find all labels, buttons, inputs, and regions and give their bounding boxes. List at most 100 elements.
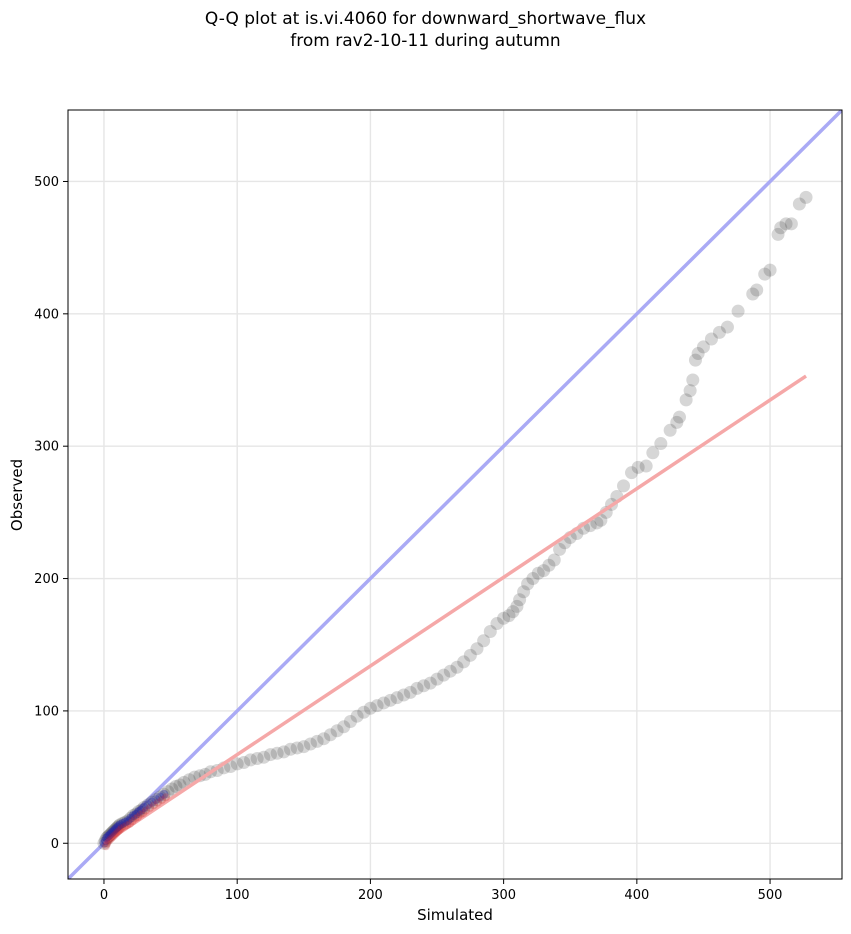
x-tick-label: 100 bbox=[225, 888, 250, 903]
data-point bbox=[731, 304, 745, 318]
data-point bbox=[513, 593, 527, 607]
data-point bbox=[244, 753, 258, 767]
data-point bbox=[141, 798, 155, 812]
low-end-point-blue bbox=[136, 805, 146, 815]
low-end-point-red bbox=[136, 810, 145, 819]
x-axis-ticks: 0 100 200 300 400 500 bbox=[100, 879, 782, 903]
data-point bbox=[410, 681, 424, 695]
low-end-point-blue bbox=[108, 826, 118, 836]
data-point bbox=[477, 634, 491, 648]
data-point bbox=[799, 190, 813, 204]
data-point bbox=[663, 423, 677, 437]
data-point bbox=[517, 585, 531, 599]
data-point bbox=[483, 624, 497, 638]
data-point bbox=[470, 642, 484, 656]
data-point bbox=[310, 734, 324, 748]
data-point bbox=[177, 775, 191, 789]
data-point bbox=[763, 263, 777, 277]
data-point bbox=[590, 516, 604, 530]
low-end-point-blue bbox=[115, 820, 125, 830]
data-point bbox=[317, 732, 331, 746]
data-point bbox=[463, 648, 477, 662]
low-end-overlay bbox=[99, 789, 170, 851]
data-point bbox=[149, 793, 163, 807]
data-point bbox=[683, 384, 697, 398]
data-point bbox=[403, 685, 417, 699]
low-end-point-red bbox=[111, 830, 120, 839]
data-point bbox=[696, 340, 710, 354]
data-point bbox=[169, 779, 183, 793]
low-end-point-red bbox=[107, 834, 116, 843]
data-point bbox=[257, 750, 271, 764]
data-point bbox=[746, 287, 760, 301]
data-point bbox=[510, 599, 524, 613]
data-point bbox=[290, 741, 304, 755]
low-end-point-red bbox=[141, 806, 150, 815]
data-point bbox=[383, 693, 397, 707]
low-end-point-red bbox=[128, 817, 137, 826]
data-point bbox=[758, 267, 772, 281]
data-point bbox=[774, 221, 788, 235]
x-tick-label: 300 bbox=[491, 888, 516, 903]
low-end-point-red bbox=[108, 832, 117, 841]
low-end-point-red bbox=[103, 839, 112, 848]
data-point bbox=[113, 818, 127, 832]
y-axis-label: Observed bbox=[8, 459, 26, 531]
data-point bbox=[750, 283, 764, 297]
data-point bbox=[691, 347, 705, 361]
x-tick-label: 0 bbox=[100, 888, 108, 903]
low-end-point-blue bbox=[114, 821, 124, 831]
low-end-point-red bbox=[109, 831, 118, 840]
data-point bbox=[165, 782, 179, 796]
data-point bbox=[450, 660, 464, 674]
low-end-point-red bbox=[149, 801, 158, 810]
data-point bbox=[688, 353, 702, 367]
data-point bbox=[457, 655, 471, 669]
y-tick-label: 0 bbox=[51, 837, 59, 852]
low-end-point-blue bbox=[100, 836, 110, 846]
low-end-point-blue bbox=[111, 824, 121, 834]
chart-title-line1: Q-Q plot at is.vi.4060 for downward_shor… bbox=[204, 9, 647, 29]
data-point bbox=[230, 757, 244, 771]
data-point bbox=[161, 785, 175, 799]
data-point bbox=[631, 460, 645, 474]
data-point bbox=[343, 714, 357, 728]
data-point bbox=[390, 691, 404, 705]
low-end-point-blue bbox=[143, 800, 153, 810]
data-point bbox=[153, 790, 167, 804]
low-end-point-red bbox=[105, 835, 114, 844]
data-point bbox=[397, 688, 411, 702]
low-end-point-red bbox=[120, 822, 129, 831]
data-point bbox=[423, 676, 437, 690]
fit-line bbox=[102, 374, 808, 845]
data-point bbox=[537, 564, 551, 578]
data-point bbox=[134, 803, 148, 817]
data-point bbox=[417, 679, 431, 693]
data-point bbox=[646, 446, 660, 460]
data-point bbox=[323, 728, 337, 742]
data-point bbox=[430, 672, 444, 686]
low-end-point-blue bbox=[128, 810, 138, 820]
data-point bbox=[779, 217, 793, 231]
data-point bbox=[250, 752, 264, 766]
x-tick-label: 400 bbox=[624, 888, 649, 903]
low-end-point-blue bbox=[134, 806, 144, 816]
x-tick-label: 200 bbox=[358, 888, 383, 903]
low-end-point-blue bbox=[118, 818, 128, 828]
data-point bbox=[502, 609, 516, 623]
low-end-point-blue bbox=[104, 830, 114, 840]
data-point bbox=[490, 617, 504, 631]
data-point bbox=[704, 332, 718, 346]
low-end-point-blue bbox=[131, 809, 141, 819]
data-point bbox=[126, 808, 140, 822]
data-point bbox=[137, 801, 151, 815]
low-end-point-blue bbox=[155, 792, 165, 802]
y-tick-label: 400 bbox=[34, 307, 59, 322]
chart-title-line2: from rav2-10-11 during autumn bbox=[290, 31, 561, 51]
low-end-point-blue bbox=[99, 838, 109, 848]
low-end-point-blue bbox=[102, 833, 112, 843]
low-end-point-blue bbox=[110, 825, 120, 835]
data-point bbox=[654, 437, 668, 451]
data-point bbox=[625, 466, 639, 480]
